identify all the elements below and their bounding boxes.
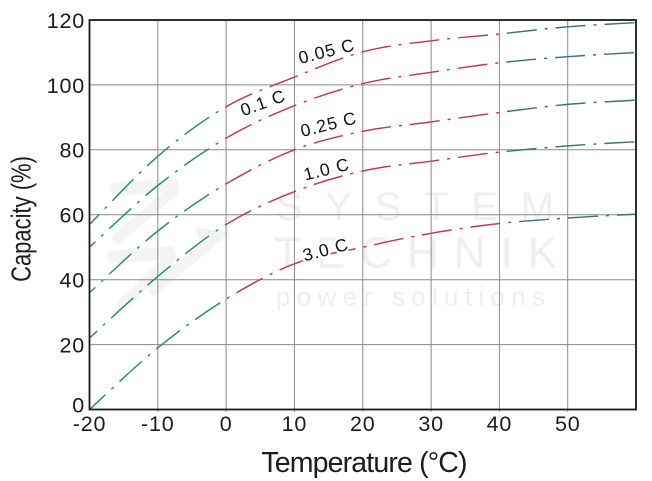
- svg-text:10: 10: [282, 412, 308, 436]
- svg-text:Temperature (°C): Temperature (°C): [261, 447, 466, 479]
- svg-text:0: 0: [220, 412, 233, 436]
- svg-text:TECHNIK: TECHNIK: [274, 229, 572, 278]
- svg-text:-20: -20: [73, 412, 106, 436]
- svg-text:20: 20: [59, 334, 85, 358]
- svg-text:40: 40: [487, 412, 513, 436]
- svg-text:0: 0: [72, 394, 85, 418]
- svg-text:120: 120: [47, 9, 85, 33]
- svg-text:-10: -10: [141, 412, 174, 436]
- svg-text:50: 50: [555, 412, 581, 436]
- svg-text:60: 60: [59, 204, 85, 228]
- svg-text:100: 100: [47, 74, 85, 98]
- svg-text:Capacity (%): Capacity (%): [6, 156, 37, 282]
- svg-text:40: 40: [59, 269, 85, 293]
- svg-text:SYSTEM: SYSTEM: [276, 185, 577, 229]
- svg-text:power solutions: power solutions: [276, 282, 551, 312]
- svg-text:80: 80: [59, 139, 85, 163]
- svg-text:30: 30: [418, 412, 444, 436]
- svg-text:20: 20: [350, 412, 376, 436]
